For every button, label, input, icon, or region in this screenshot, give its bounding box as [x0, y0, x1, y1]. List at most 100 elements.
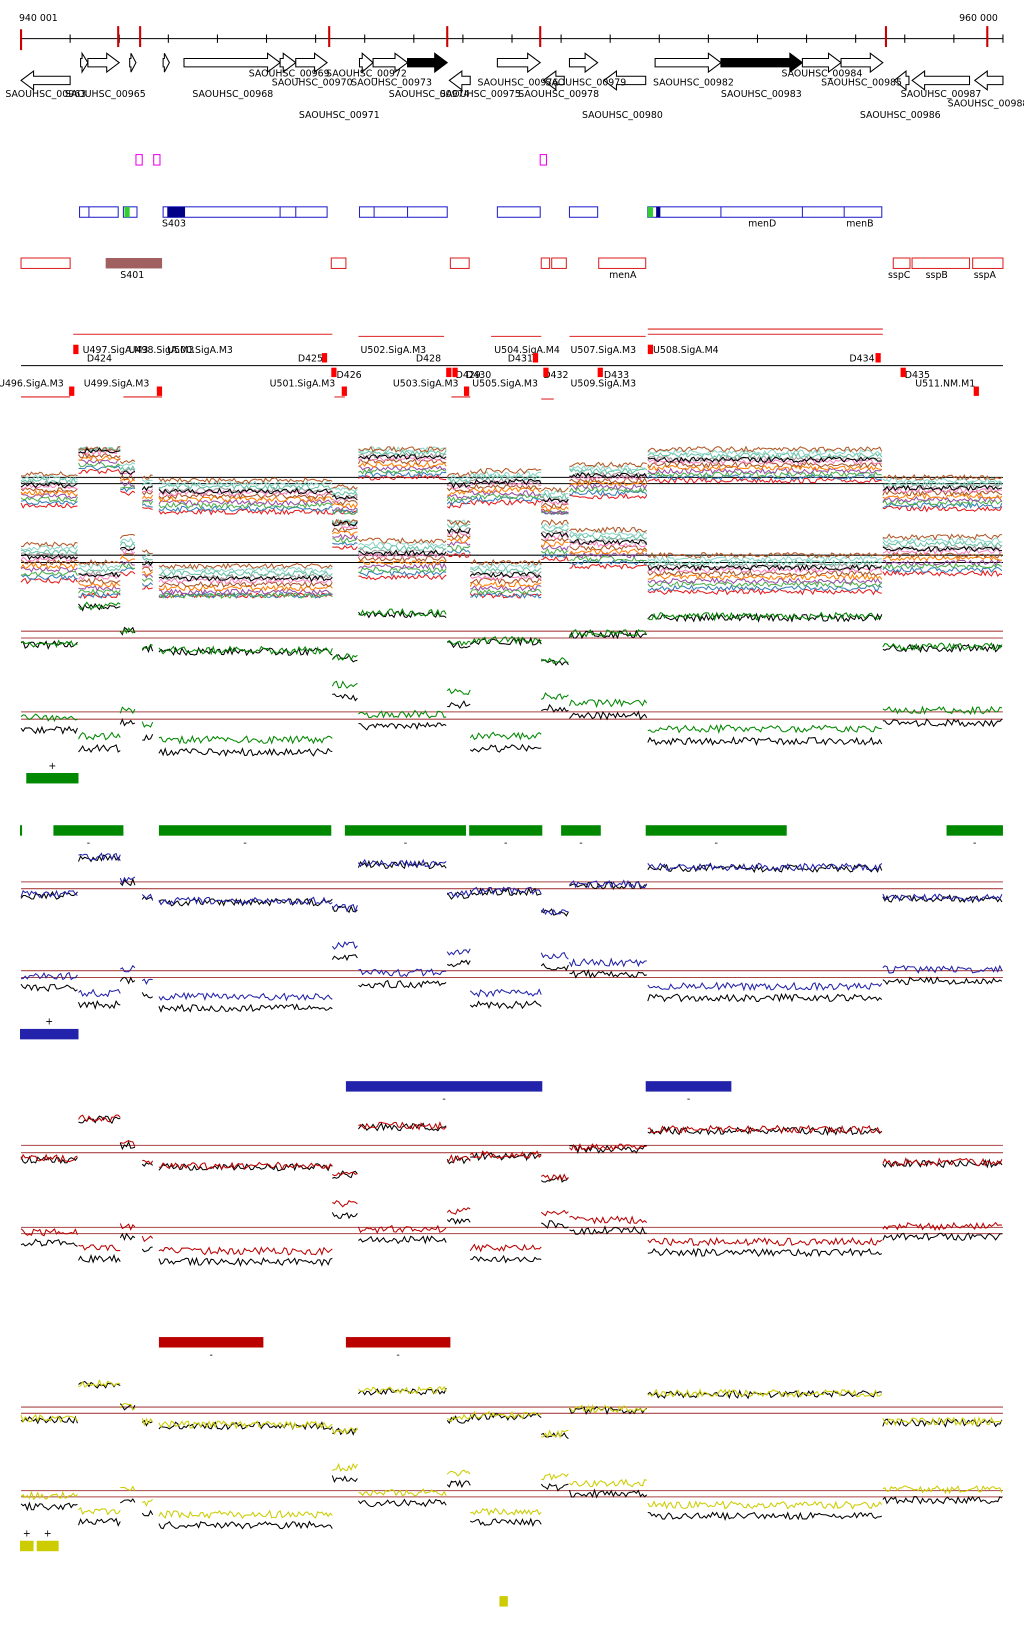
regulator-label: U496.SigA.M3 — [0, 378, 64, 389]
feature-box — [122, 206, 138, 218]
feature-label: S401 — [120, 270, 144, 281]
feature-label: menA — [609, 270, 637, 281]
gene-arrow — [568, 52, 599, 74]
signal-trace — [20, 1114, 1003, 1182]
signal-trace — [20, 468, 1003, 516]
regulator-label: D430 — [466, 370, 491, 381]
expression-bar — [20, 1028, 79, 1040]
expression-bar — [469, 825, 543, 836]
expression-bar — [645, 825, 787, 836]
regulator-label: D435 — [905, 370, 930, 381]
strand-label: - — [715, 838, 718, 849]
strand-label: - — [396, 1350, 399, 1361]
signal-trace — [20, 940, 1003, 1002]
regulator-label: D433 — [604, 370, 629, 381]
signal-trace — [20, 526, 1003, 588]
regulator-label: U504.SigA.M4 — [494, 345, 560, 356]
gene-arrow — [183, 52, 281, 74]
gene-label: SAOUHSC_00972 — [326, 68, 407, 79]
feature-box — [911, 257, 971, 269]
strand-label: - — [209, 1350, 212, 1361]
expression-bar — [499, 1596, 508, 1607]
gene-arrow — [911, 69, 971, 91]
gene-label: SAOUHSC_00974 — [389, 89, 470, 100]
regulator-label: D425 — [298, 353, 323, 364]
feature-box — [540, 257, 551, 269]
feature-label: menB — [846, 219, 873, 230]
signal-trace — [21, 537, 1003, 600]
gene-arrow — [973, 69, 1004, 91]
feature-box — [330, 257, 347, 269]
regulator-label: U505.SigA.M3 — [472, 378, 538, 389]
signal-trace — [20, 693, 1003, 757]
strand-label: + — [44, 1529, 52, 1540]
regulator-mark — [69, 386, 75, 396]
feature-fill — [167, 206, 186, 218]
signal-trace — [20, 455, 1003, 512]
expression-bar — [53, 825, 124, 836]
feature-box — [162, 206, 328, 218]
gene-label: SAOUHSC_00973 — [351, 78, 432, 89]
strand-label: + — [48, 761, 56, 772]
expression-bar — [561, 825, 601, 836]
signal-trace — [20, 852, 1003, 916]
gene-arrow — [496, 52, 542, 74]
gene-label: SAOUHSC_00975 — [440, 89, 521, 100]
magenta-box — [539, 154, 547, 166]
gene-arrow — [654, 52, 722, 74]
gene-label: SAOUHSC_00965 — [65, 89, 146, 100]
regulator-mark — [452, 367, 458, 378]
strand-label: - — [404, 838, 407, 849]
regulator-label: U511.NM.M1 — [915, 378, 975, 389]
regulator-label: D429 — [456, 370, 481, 381]
signal-trace — [20, 1462, 1003, 1520]
gene-arrow — [542, 69, 565, 91]
regulator-label: D428 — [416, 353, 441, 364]
gene-arrow — [20, 69, 71, 91]
regulator-mark — [446, 367, 452, 378]
gene-label: SAOUHSC_00970 — [272, 78, 353, 89]
signal-trace — [20, 530, 1002, 592]
strand-label: + — [23, 1529, 31, 1540]
expression-bar — [26, 772, 79, 784]
feature-fill — [124, 206, 130, 218]
gene-arrow — [162, 53, 170, 73]
regulator-mark — [532, 353, 539, 363]
feature-label: sspB — [926, 270, 948, 281]
signal-trace — [20, 602, 1003, 666]
signal-trace — [20, 544, 1003, 599]
expression-bar — [946, 825, 1003, 836]
expression-bar — [345, 1081, 543, 1092]
regulator-mark — [321, 353, 328, 363]
gene-arrow — [129, 53, 137, 73]
expression-bar — [36, 1540, 59, 1552]
feature-box — [551, 257, 567, 269]
feature-box — [79, 206, 119, 218]
strand-label: - — [243, 838, 246, 849]
gene-label: SAOUHSC_00987 — [901, 89, 982, 100]
regulator-label: U500.SigA.M3 — [167, 345, 233, 356]
gene-label: SAOUHSC_00986 — [860, 110, 941, 121]
expression-bar — [344, 825, 467, 836]
magenta-box — [153, 154, 161, 166]
gene-arrow — [840, 52, 884, 74]
regulator-mark — [900, 367, 906, 378]
feature-label: menD — [748, 219, 776, 230]
feature-box — [598, 257, 647, 269]
regulator-label: U507.SigA.M3 — [570, 345, 636, 356]
strand-label: - — [504, 838, 507, 849]
regulator-mark — [73, 344, 79, 355]
gene-arrow — [358, 52, 374, 74]
regulator-label: U497.SigA.M3 — [83, 345, 149, 356]
gene-arrow — [372, 52, 409, 74]
regulator-label: U498.SigA.M3 — [129, 345, 195, 356]
gene-label: SAOUHSC_00980 — [582, 110, 663, 121]
regulator-label: D434 — [849, 353, 874, 364]
gene-label: SAOUHSC_00988 — [948, 99, 1024, 110]
expression-bar — [158, 825, 332, 836]
strand-label: - — [442, 1094, 445, 1105]
feature-box — [449, 257, 470, 269]
gene-label: SAOUHSC_00983 — [721, 89, 802, 100]
end-coordinate: 960 000 — [959, 13, 998, 24]
